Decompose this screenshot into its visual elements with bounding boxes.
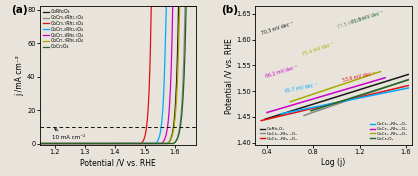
CoCr₁.₃Rh₀.₇O₄ [47, 142, 52, 144]
CoCr₂O₄ [196, 5, 201, 7]
Line: CoCr₀.₃Rh₁.₇O₄: CoCr₀.₃Rh₁.₇O₄ [40, 6, 199, 143]
Text: (a): (a) [12, 5, 28, 15]
Line: CoCr₂O₄: CoCr₂O₄ [40, 6, 199, 143]
CoCr₂O₄ [134, 142, 139, 144]
CoCr₁.₇Rh₀.₃O₄ [130, 142, 135, 144]
CoCr₁.₇Rh₀.₃O₄ [37, 142, 42, 144]
Text: 66.2 mV dec⁻¹: 66.2 mV dec⁻¹ [265, 65, 298, 79]
CoCr₂O₄ [174, 139, 179, 141]
X-axis label: Potential /V vs. RHE: Potential /V vs. RHE [80, 158, 156, 167]
CoCr₁.₀Rh₁.₀O₄ [163, 5, 168, 7]
Y-axis label: Potential /V vs. RHE: Potential /V vs. RHE [225, 38, 234, 114]
CoCr₁.₀Rh₁.₀O₄ [130, 142, 135, 144]
CoCr₁.₃Rh₀.₇O₄ [37, 142, 42, 144]
Text: 45.7 mV dec⁻¹: 45.7 mV dec⁻¹ [284, 82, 318, 94]
CoCr₁.₃Rh₀.₇O₄ [158, 142, 163, 144]
CoCr₁.₀Rh₁.₀O₄ [158, 130, 163, 132]
CoCr₀.₃Rh₁.₇O₄ [139, 142, 144, 144]
Text: 75.4 mV dec⁻¹: 75.4 mV dec⁻¹ [302, 42, 335, 57]
CoCr₁.₃Rh₀.₇O₄ [175, 5, 180, 7]
CoCr₀.₇Rh₁.₃O₄ [158, 5, 163, 7]
CoCr₁.₀Rh₁.₀O₄ [47, 142, 52, 144]
CoCr₂O₄ [47, 142, 52, 144]
CoCr₀.₇Rh₁.₃O₄ [139, 142, 144, 144]
Text: 53.6 mV dec⁻¹: 53.6 mV dec⁻¹ [342, 71, 376, 83]
CoCr₁.₃Rh₀.₇O₄ [134, 142, 139, 144]
CoCr₁.₀Rh₁.₀O₄ [37, 142, 42, 144]
CoCr₂O₄ [130, 142, 135, 144]
Text: 10 mA cm⁻²: 10 mA cm⁻² [52, 129, 85, 140]
CoCr₁.₇Rh₀.₃O₄ [196, 5, 201, 7]
CoCr₁.₇Rh₀.₃O₄ [174, 91, 179, 93]
CoCr₀.₃Rh₁.₇O₄ [130, 142, 135, 144]
CoRh₂O₄ [176, 5, 181, 7]
Line: CoCr₁.₀Rh₁.₀O₄: CoCr₁.₀Rh₁.₀O₄ [40, 6, 199, 143]
CoCr₀.₃Rh₁.₇O₄ [158, 142, 163, 144]
CoCr₁.₇Rh₀.₃O₄ [139, 142, 144, 144]
CoCr₀.₃Rh₁.₇O₄ [37, 142, 42, 144]
X-axis label: Log (j): Log (j) [321, 158, 346, 167]
Text: 77.5 mV dec⁻¹: 77.5 mV dec⁻¹ [336, 14, 370, 30]
Line: CoCr₀.₇Rh₁.₃O₄: CoCr₀.₇Rh₁.₃O₄ [40, 6, 199, 143]
CoRh₂O₄ [37, 142, 42, 144]
CoRh₂O₄ [139, 142, 144, 144]
CoCr₀.₇Rh₁.₃O₄ [196, 5, 201, 7]
CoCr₀.₇Rh₁.₃O₄ [37, 142, 42, 144]
CoCr₀.₃Rh₁.₇O₄ [196, 5, 201, 7]
Text: 70.3 mV dec⁻¹: 70.3 mV dec⁻¹ [261, 20, 295, 36]
CoCr₁.₀Rh₁.₀O₄ [175, 5, 180, 7]
CoCr₁.₃Rh₀.₇O₄ [139, 142, 144, 144]
Line: CoCr₁.₇Rh₀.₃O₄: CoCr₁.₇Rh₀.₃O₄ [40, 6, 199, 143]
CoRh₂O₄ [134, 142, 139, 144]
CoCr₀.₇Rh₁.₃O₄ [47, 142, 52, 144]
Text: 71.5 mV dec⁻¹: 71.5 mV dec⁻¹ [350, 10, 384, 25]
CoCr₁.₀Rh₁.₀O₄ [134, 142, 139, 144]
CoCr₀.₇Rh₁.₃O₄ [130, 142, 135, 144]
CoCr₀.₇Rh₁.₃O₄ [134, 142, 139, 144]
Legend: CoRh₂O₄, CoCr₀.₃Rh₁.₇O₄, CoCr₀.₇Rh₁.₃O₄, CoCr₁.₀Rh₁.₀O₄, CoCr₁.₃Rh₀.₇O₄, CoCr₁.₇: CoRh₂O₄, CoCr₀.₃Rh₁.₇O₄, CoCr₀.₇Rh₁.₃O₄,… [42, 8, 85, 50]
CoCr₀.₃Rh₁.₇O₄ [134, 142, 139, 144]
CoRh₂O₄ [158, 142, 163, 144]
CoCr₁.₇Rh₀.₃O₄ [177, 5, 182, 7]
CoRh₂O₄ [130, 142, 135, 144]
CoCr₀.₃Rh₁.₇O₄ [174, 138, 179, 140]
CoCr₂O₄ [139, 142, 144, 144]
Line: CoCr₁.₃Rh₀.₇O₄: CoCr₁.₃Rh₀.₇O₄ [40, 6, 199, 143]
CoCr₂O₄ [184, 5, 189, 7]
CoCr₂O₄ [158, 142, 163, 144]
Y-axis label: j /mA cm⁻²: j /mA cm⁻² [15, 55, 24, 96]
CoCr₁.₀Rh₁.₀O₄ [196, 5, 201, 7]
CoCr₁.₃Rh₀.₇O₄ [171, 5, 176, 7]
CoCr₁.₇Rh₀.₃O₄ [158, 142, 163, 144]
CoCr₂O₄ [37, 142, 42, 144]
CoCr₁.₀Rh₁.₀O₄ [139, 142, 144, 144]
Text: (b): (b) [221, 5, 238, 15]
CoRh₂O₄ [174, 72, 179, 74]
Legend: CoCr₁.₀Rh₁.₀O₄, CoCr₁.₃Rh₀.₇O₄, CoCr₁.₇Rh₀.₃O₄, CoCr₂O₄: CoCr₁.₀Rh₁.₀O₄, CoCr₁.₃Rh₀.₇O₄, CoCr₁.₇R… [369, 121, 408, 142]
CoCr₀.₇Rh₁.₃O₄ [175, 5, 180, 7]
CoCr₀.₃Rh₁.₇O₄ [183, 5, 188, 7]
CoRh₂O₄ [47, 142, 52, 144]
CoCr₁.₃Rh₀.₇O₄ [196, 5, 201, 7]
CoCr₀.₃Rh₁.₇O₄ [47, 142, 52, 144]
Line: CoRh₂O₄: CoRh₂O₄ [40, 6, 199, 143]
CoRh₂O₄ [196, 5, 201, 7]
CoCr₁.₇Rh₀.₃O₄ [134, 142, 139, 144]
CoCr₁.₇Rh₀.₃O₄ [47, 142, 52, 144]
CoCr₁.₃Rh₀.₇O₄ [130, 142, 135, 144]
CoCr₀.₇Rh₁.₃O₄ [149, 5, 154, 7]
